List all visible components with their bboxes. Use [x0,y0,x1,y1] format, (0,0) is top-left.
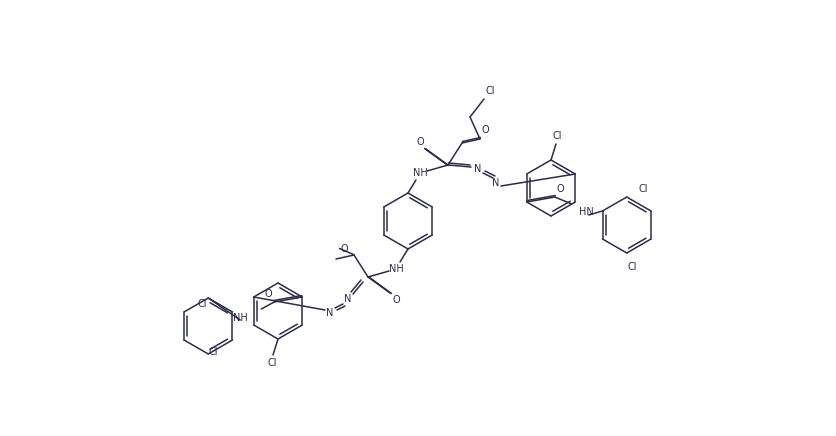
Text: N: N [326,308,334,318]
Text: Cl: Cl [485,86,494,96]
Text: N: N [474,164,481,174]
Text: Cl: Cl [198,299,207,309]
Text: O: O [392,295,400,305]
Text: NH: NH [388,264,403,274]
Text: Cl: Cl [209,347,218,357]
Text: N: N [344,294,351,304]
Text: NH: NH [233,313,248,323]
Text: HN: HN [578,207,593,217]
Text: Cl: Cl [626,262,635,272]
Text: Cl: Cl [638,184,647,194]
Text: O: O [481,125,488,135]
Text: N: N [492,178,499,188]
Text: NH: NH [412,168,427,178]
Text: Cl: Cl [552,131,561,141]
Text: O: O [339,244,348,254]
Text: O: O [264,289,272,299]
Text: Cl: Cl [267,358,277,368]
Text: O: O [556,184,564,194]
Text: O: O [415,137,423,147]
